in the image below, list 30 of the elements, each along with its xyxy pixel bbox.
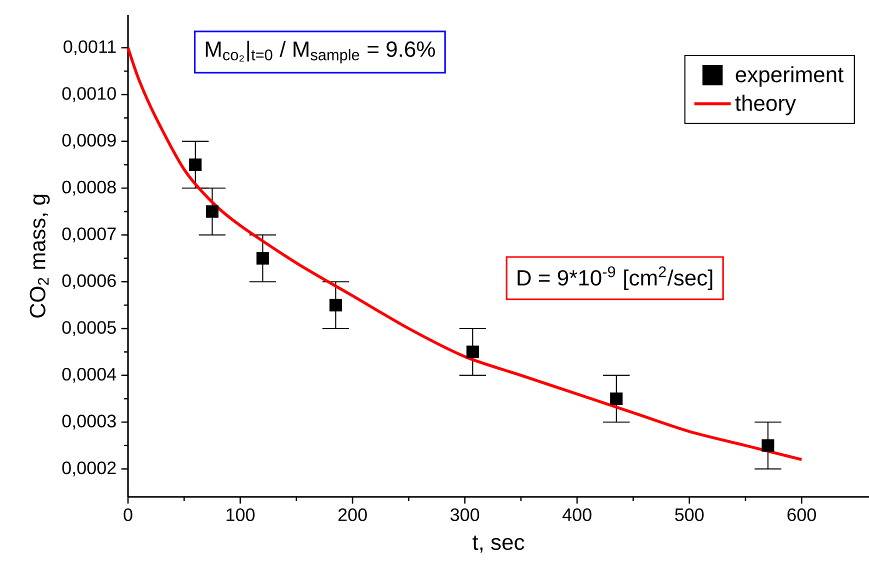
point: [466, 346, 479, 358]
legend-label: theory: [735, 94, 796, 116]
x-tick-label: 600: [788, 508, 816, 522]
point: [206, 205, 218, 218]
point: [256, 252, 269, 265]
x-tick-label: 200: [338, 508, 367, 522]
x-tick-label: 500: [675, 508, 704, 522]
y-axis-title: CO$_{2}$ mass, g: [30, 194, 50, 318]
point: [610, 392, 623, 405]
y-tick-label: 0,0004: [62, 368, 116, 383]
point: [762, 439, 774, 452]
point: [189, 158, 202, 172]
x-axis-title: t, sec: [472, 536, 524, 553]
y-tick-label: 0,0008: [62, 180, 116, 196]
legend-label: experiment: [736, 66, 844, 87]
y-tick-label: 0,0005: [62, 321, 116, 336]
y-tick-label: 0,0003: [62, 414, 116, 430]
point: [329, 298, 342, 312]
x-tick-label: 0: [124, 508, 132, 522]
y-tick-label: 0,0002: [62, 461, 116, 476]
y-tick-label: 0,0010: [62, 87, 116, 102]
annotation: M$_{co₂}$|$_{t=0}$ / M$_{sample}$ = 9.6%: [206, 40, 435, 64]
y-tick-label: 0,0007: [62, 227, 116, 242]
y-tick-label: 0,0011: [64, 40, 116, 56]
annotation: D = 9*10$^{-9}$ [cm$^{2}$/sec]: [518, 266, 712, 290]
y-tick-label: 0,0009: [62, 134, 116, 149]
x-tick-label: 400: [562, 508, 592, 522]
y-tick-label: 0,0006: [62, 274, 116, 290]
x-tick-label: 100: [226, 508, 255, 522]
x-tick-label: 300: [450, 508, 480, 522]
